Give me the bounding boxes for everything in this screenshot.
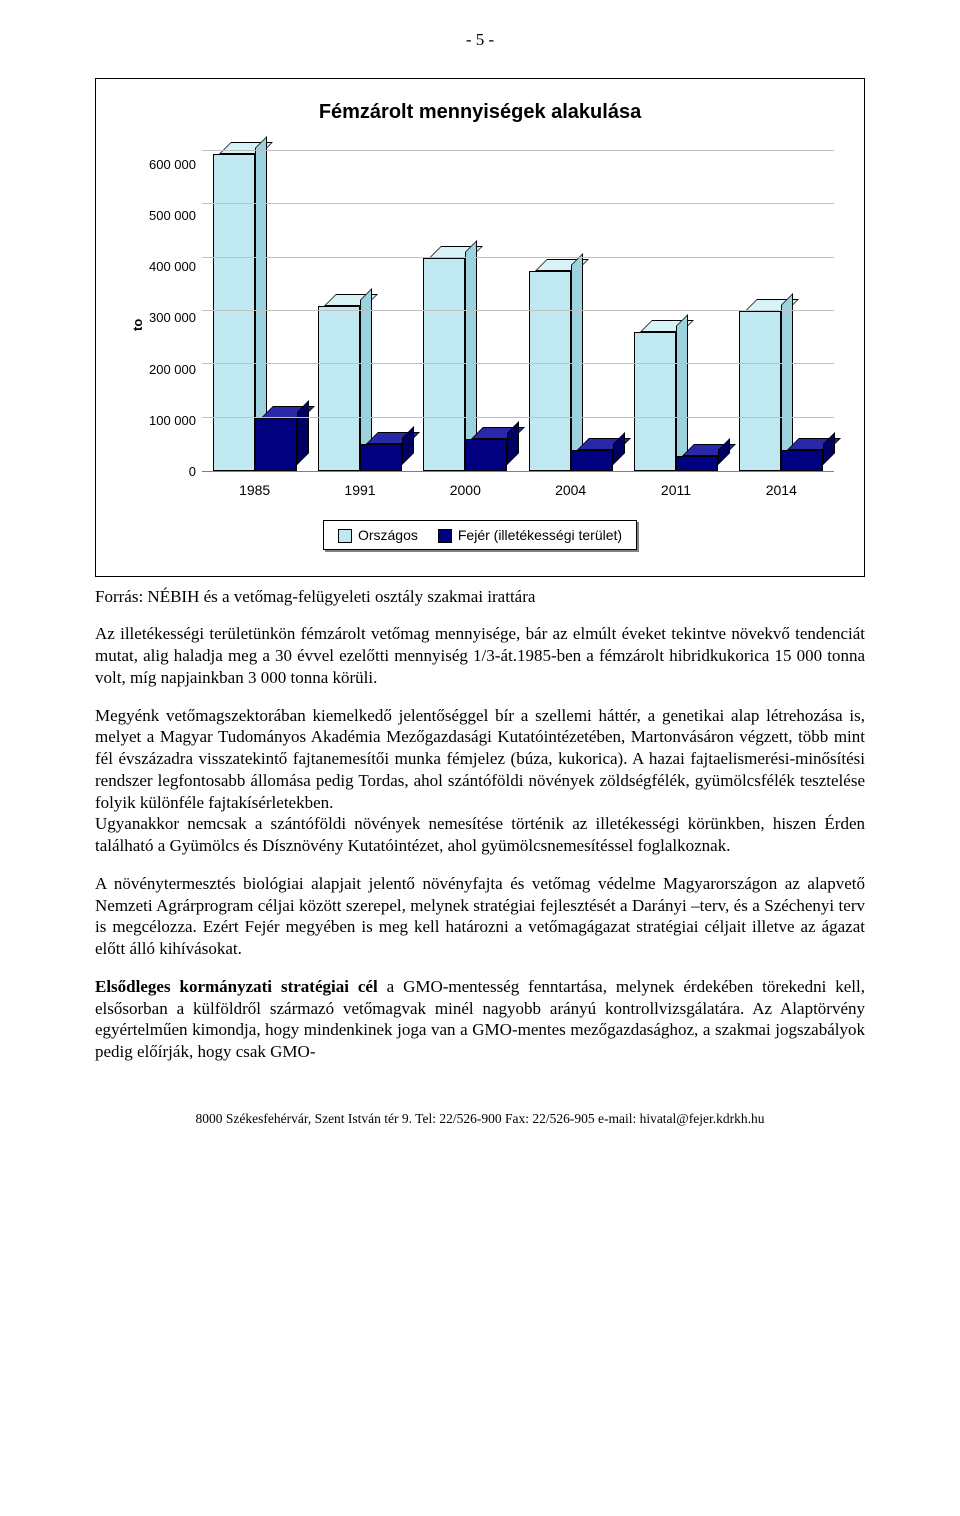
- chart-body: to 600 000 500 000 400 000 300 000 200 000 10…: [126, 152, 834, 498]
- paragraph-1: Az illetékességi területünkön fémzárolt …: [95, 623, 865, 688]
- grid-line: [202, 363, 834, 364]
- grid-line: [202, 150, 834, 151]
- x-tick-label: 1985: [210, 482, 300, 498]
- y-axis-label: to: [126, 152, 149, 498]
- bar: [255, 418, 297, 471]
- bars-container: [202, 152, 834, 471]
- x-axis-ticks: 1985 1991 2000 2004 2011 2014: [202, 472, 834, 498]
- chart-frame: Fémzárolt mennyiségek alakulása to 600 0…: [95, 78, 865, 577]
- y-axis-ticks: 600 000 500 000 400 000 300 000 200 000 100 0…: [149, 152, 202, 472]
- chart-title: Fémzárolt mennyiségek alakulása: [126, 101, 834, 124]
- legend-label: Fejér (illetékességi terület): [458, 527, 622, 543]
- x-tick-label: 1991: [315, 482, 405, 498]
- y-tick-label: 200 000: [149, 363, 196, 376]
- bar-group: [213, 154, 297, 471]
- legend-swatch: [338, 529, 352, 543]
- x-tick-label: 2011: [631, 482, 721, 498]
- page: - 5 - Fémzárolt mennyiségek alakulása to…: [0, 0, 960, 1147]
- bar-group: [739, 311, 823, 471]
- grid-line: [202, 257, 834, 258]
- paragraph-3: Ugyanakkor nemcsak a szántóföldi növénye…: [95, 813, 865, 857]
- paragraph-5: Elsődleges kormányzati stratégiai cél a …: [95, 976, 865, 1063]
- grid-line: [202, 203, 834, 204]
- page-number: - 5 -: [95, 30, 865, 50]
- paragraph-2: Megyénk vetőmagszektorában kiemelkedő je…: [95, 705, 865, 814]
- paragraph-5-strong: Elsődleges kormányzati stratégiai cél: [95, 977, 378, 996]
- legend-label: Országos: [358, 527, 418, 543]
- x-tick-label: 2014: [736, 482, 826, 498]
- x-tick-label: 2000: [420, 482, 510, 498]
- legend-item: Országos: [338, 527, 418, 543]
- source-line: Forrás: NÉBIH és a vetőmag-felügyeleti o…: [95, 587, 865, 607]
- bar: [318, 306, 360, 471]
- plot-wrap: 1985 1991 2000 2004 2011 2014: [202, 152, 834, 498]
- y-tick-label: 400 000: [149, 260, 196, 273]
- footer: 8000 Székesfehérvár, Szent István tér 9.…: [95, 1111, 865, 1127]
- y-tick-label: 600 000: [149, 158, 196, 171]
- y-tick-label: 500 000: [149, 209, 196, 222]
- plot-area: [202, 152, 834, 472]
- bar: [739, 311, 781, 471]
- grid-line: [202, 417, 834, 418]
- bar: [360, 444, 402, 471]
- legend-box: Országos Fejér (illetékességi terület): [323, 520, 637, 550]
- bar: [781, 450, 823, 471]
- bar: [634, 332, 676, 471]
- grid-line: [202, 310, 834, 311]
- bar: [465, 439, 507, 471]
- bar: [213, 154, 255, 471]
- bar-group: [634, 332, 718, 471]
- paragraph-4: A növénytermesztés biológiai alapjait je…: [95, 873, 865, 960]
- y-tick-label: 0: [189, 465, 196, 478]
- legend: Országos Fejér (illetékességi terület): [126, 520, 834, 550]
- bar-group: [318, 306, 402, 471]
- x-tick-label: 2004: [526, 482, 616, 498]
- legend-item: Fejér (illetékességi terület): [438, 527, 622, 543]
- legend-swatch: [438, 529, 452, 543]
- bar-group: [529, 271, 613, 471]
- bar: [676, 456, 718, 471]
- y-tick-label: 300 000: [149, 311, 196, 324]
- bar: [571, 450, 613, 471]
- y-tick-label: 100 000: [149, 414, 196, 427]
- bar: [529, 271, 571, 471]
